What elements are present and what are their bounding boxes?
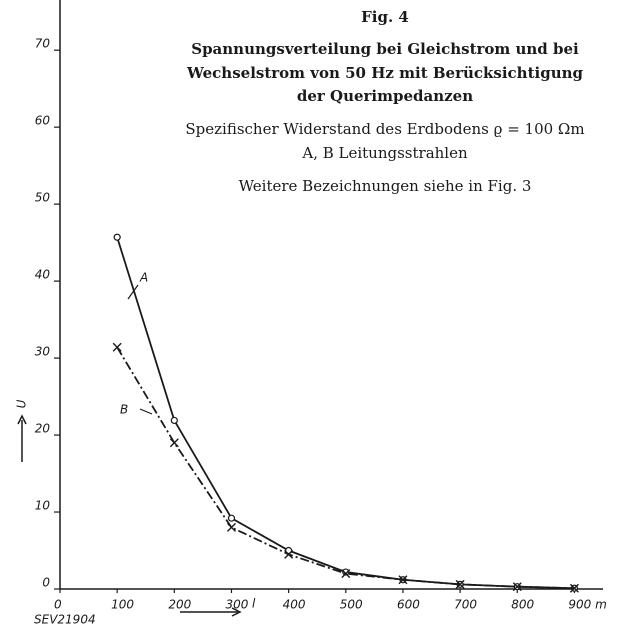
point — [512, 582, 522, 592]
series-label: A — [139, 271, 148, 285]
series-line — [116, 346, 575, 590]
point — [569, 583, 579, 593]
x-axis-label: l — [252, 597, 256, 611]
x-tick-label: 600 — [397, 598, 420, 612]
subtitle-line: Spezifischer Widerstand des Erdbodens ϱ … — [185, 120, 584, 138]
point — [284, 549, 294, 559]
title-line: Spannungsverteilung bei Gleichstrom und … — [191, 40, 579, 58]
x-tick-label: 200 — [168, 598, 191, 612]
x-tick-label: 400 — [283, 598, 306, 612]
x-tick-label: 300 — [225, 598, 248, 612]
x-tick-label: 800 — [511, 598, 534, 612]
y-axis-label: U — [15, 399, 29, 408]
point — [113, 233, 121, 241]
point — [341, 569, 351, 579]
y-tick-label: 70 — [35, 37, 51, 51]
subtitle-line: A, B Leitungsstrahlen — [301, 144, 468, 162]
point — [226, 522, 236, 532]
chart-title: Fig. 4 — [361, 8, 409, 26]
point — [112, 342, 122, 352]
x-tick-label: 700 — [454, 598, 477, 612]
y-tick-label: 0 — [42, 576, 50, 590]
x-tick-label: 900 m — [568, 598, 606, 612]
y-tick-label: 20 — [35, 422, 51, 436]
point — [398, 575, 408, 585]
x-tick-label: 100 — [111, 598, 134, 612]
subtitle-line: Weitere Bezeichnungen siehe in Fig. 3 — [239, 177, 532, 195]
point — [169, 438, 179, 448]
point — [227, 514, 236, 522]
y-tick-label: 10 — [35, 499, 51, 513]
x-tick-label: 500 — [340, 598, 363, 612]
series-line — [116, 236, 575, 590]
y-label-arrowhead — [17, 414, 27, 425]
source: SEV21904 — [34, 613, 96, 627]
title-line: Wechselstrom von 50 Hz mit Berücksichtig… — [186, 64, 584, 82]
x-tick-label: 0 — [54, 598, 62, 612]
series-label: B — [120, 403, 128, 417]
y-tick-label: 60 — [35, 114, 51, 128]
y-tick-label: 30 — [35, 345, 51, 359]
point — [455, 579, 465, 589]
title-line: der Querimpedanzen — [297, 87, 473, 105]
y-tick-label: 50 — [35, 191, 51, 205]
annotation-pointer — [139, 408, 153, 415]
x-label-arrowhead — [231, 607, 242, 617]
y-tick-label: 40 — [35, 268, 51, 282]
point — [170, 416, 178, 425]
annotation-pointer — [127, 284, 139, 300]
